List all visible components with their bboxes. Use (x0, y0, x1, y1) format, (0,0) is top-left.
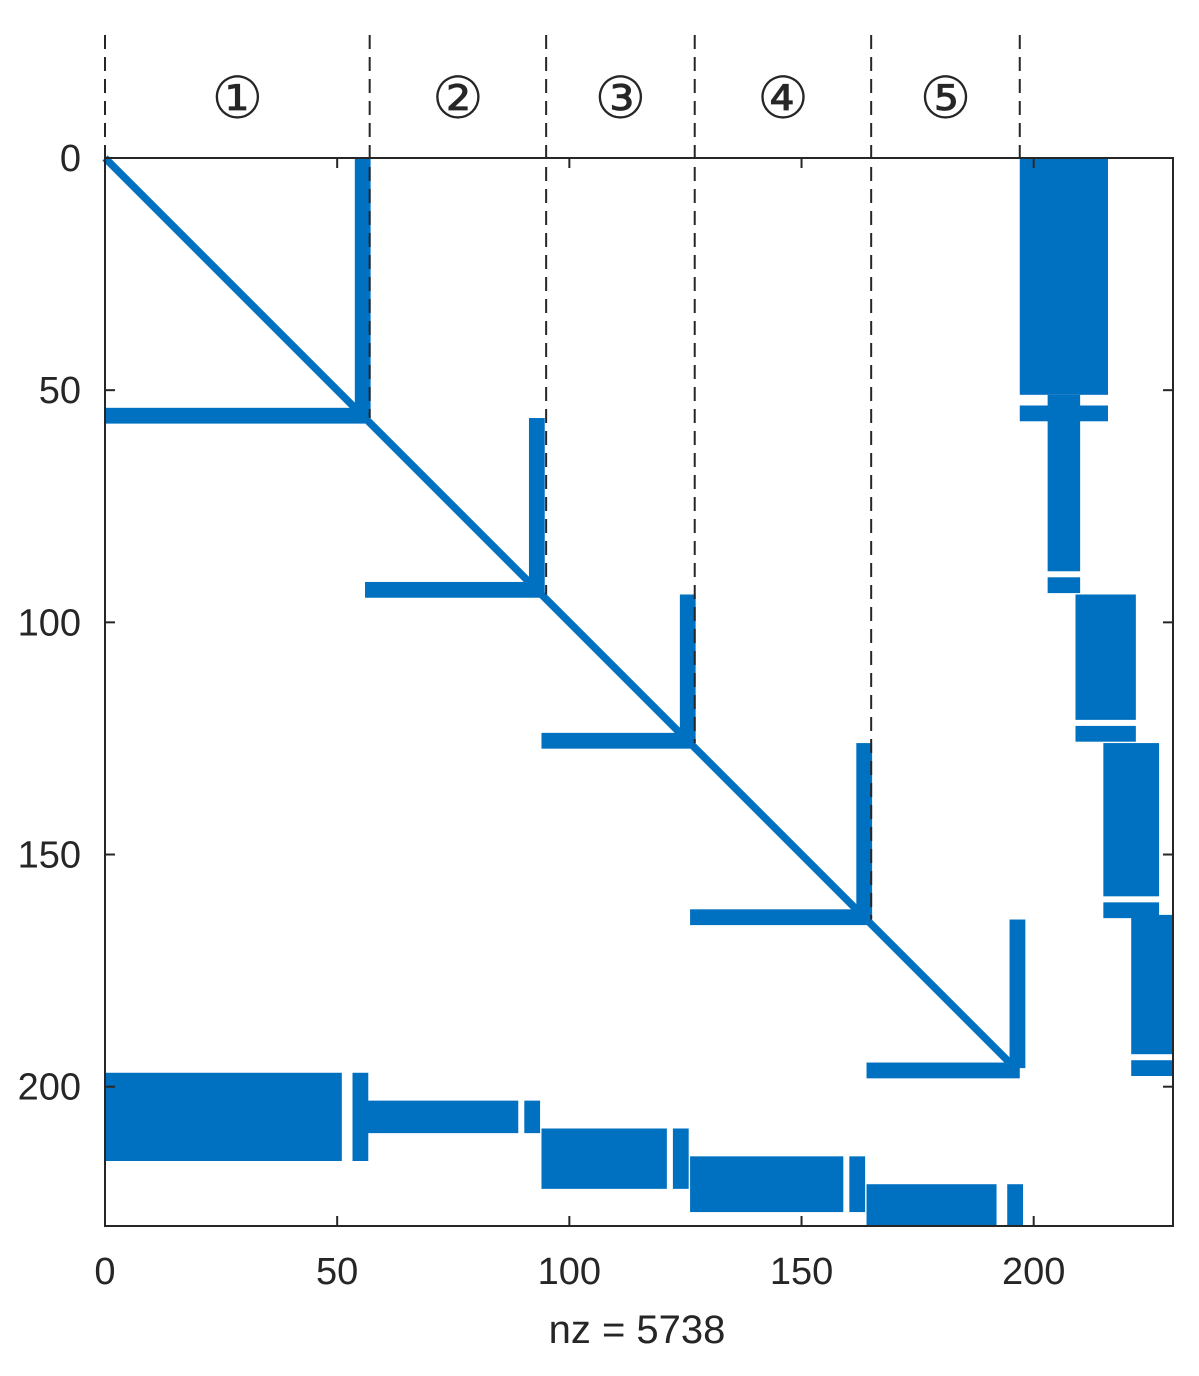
x-axis-label: nz = 5738 (549, 1308, 726, 1352)
diagonal-line (102, 155, 1018, 1071)
section-labels: ① ② ③ ④ ⑤ (211, 66, 971, 131)
section-label-1: ① (211, 66, 263, 131)
section-label-4: ④ (757, 66, 809, 131)
section-label-3: ③ (594, 66, 646, 131)
right-block-3 (1075, 594, 1136, 720)
section-label-5: ⑤ (919, 66, 971, 131)
x-axis-ticks: 0 50 100 150 200 (94, 158, 1065, 1293)
section-divider-lines (104, 35, 1021, 920)
hub-column-3 (679, 594, 696, 744)
y-tick-label-200: 200 (18, 1067, 81, 1109)
hub-column-1 (354, 158, 371, 419)
right-block-strip-1 (1019, 405, 1108, 422)
bottom-block-4 (690, 1156, 844, 1213)
x-tick-label-150: 150 (770, 1251, 833, 1293)
hub-row-4 (690, 909, 867, 926)
hub-row-5 (866, 1062, 1020, 1079)
hub-column-5 (1009, 919, 1026, 1069)
hub-row-2 (365, 581, 542, 598)
right-block-4 (1103, 743, 1160, 897)
x-tick-label-50: 50 (316, 1251, 358, 1293)
y-axis-ticks: 0 50 100 150 200 (18, 138, 1173, 1109)
bottom-block-1 (105, 1072, 342, 1161)
y-tick-label-50: 50 (39, 370, 81, 412)
right-block-strip-4 (1103, 902, 1160, 919)
x-tick-label-0: 0 (94, 1251, 115, 1293)
bottom-block-strip-3 (672, 1128, 689, 1189)
bottom-block-strip-1 (352, 1072, 369, 1161)
y-tick-label-100: 100 (18, 602, 81, 644)
right-block-strip-2 (1047, 577, 1081, 594)
right-block-strip-5 (1131, 1060, 1173, 1077)
section-label-2: ② (432, 66, 484, 131)
x-tick-label-200: 200 (1002, 1251, 1065, 1293)
bottom-block-strip-5 (1007, 1184, 1024, 1226)
hub-column-4 (856, 743, 873, 920)
hub-row-1 (105, 407, 366, 424)
bottom-block-2 (365, 1100, 519, 1134)
spy-marks (102, 155, 1173, 1226)
right-block-5 (1131, 914, 1173, 1055)
hub-column-2 (528, 418, 545, 595)
hub-row-3 (541, 732, 691, 749)
bottom-block-strip-4 (849, 1156, 866, 1213)
axes-frame (104, 157, 1174, 1227)
right-block-1 (1019, 158, 1108, 395)
y-tick-label-0: 0 (60, 138, 81, 180)
bottom-block-5 (866, 1184, 997, 1226)
y-tick-label-150: 150 (18, 835, 81, 877)
x-tick-label-100: 100 (538, 1251, 601, 1293)
right-block-strip-3 (1075, 725, 1136, 742)
right-block-2 (1047, 394, 1081, 572)
bottom-block-3 (541, 1128, 667, 1189)
bottom-block-strip-2 (524, 1100, 541, 1134)
